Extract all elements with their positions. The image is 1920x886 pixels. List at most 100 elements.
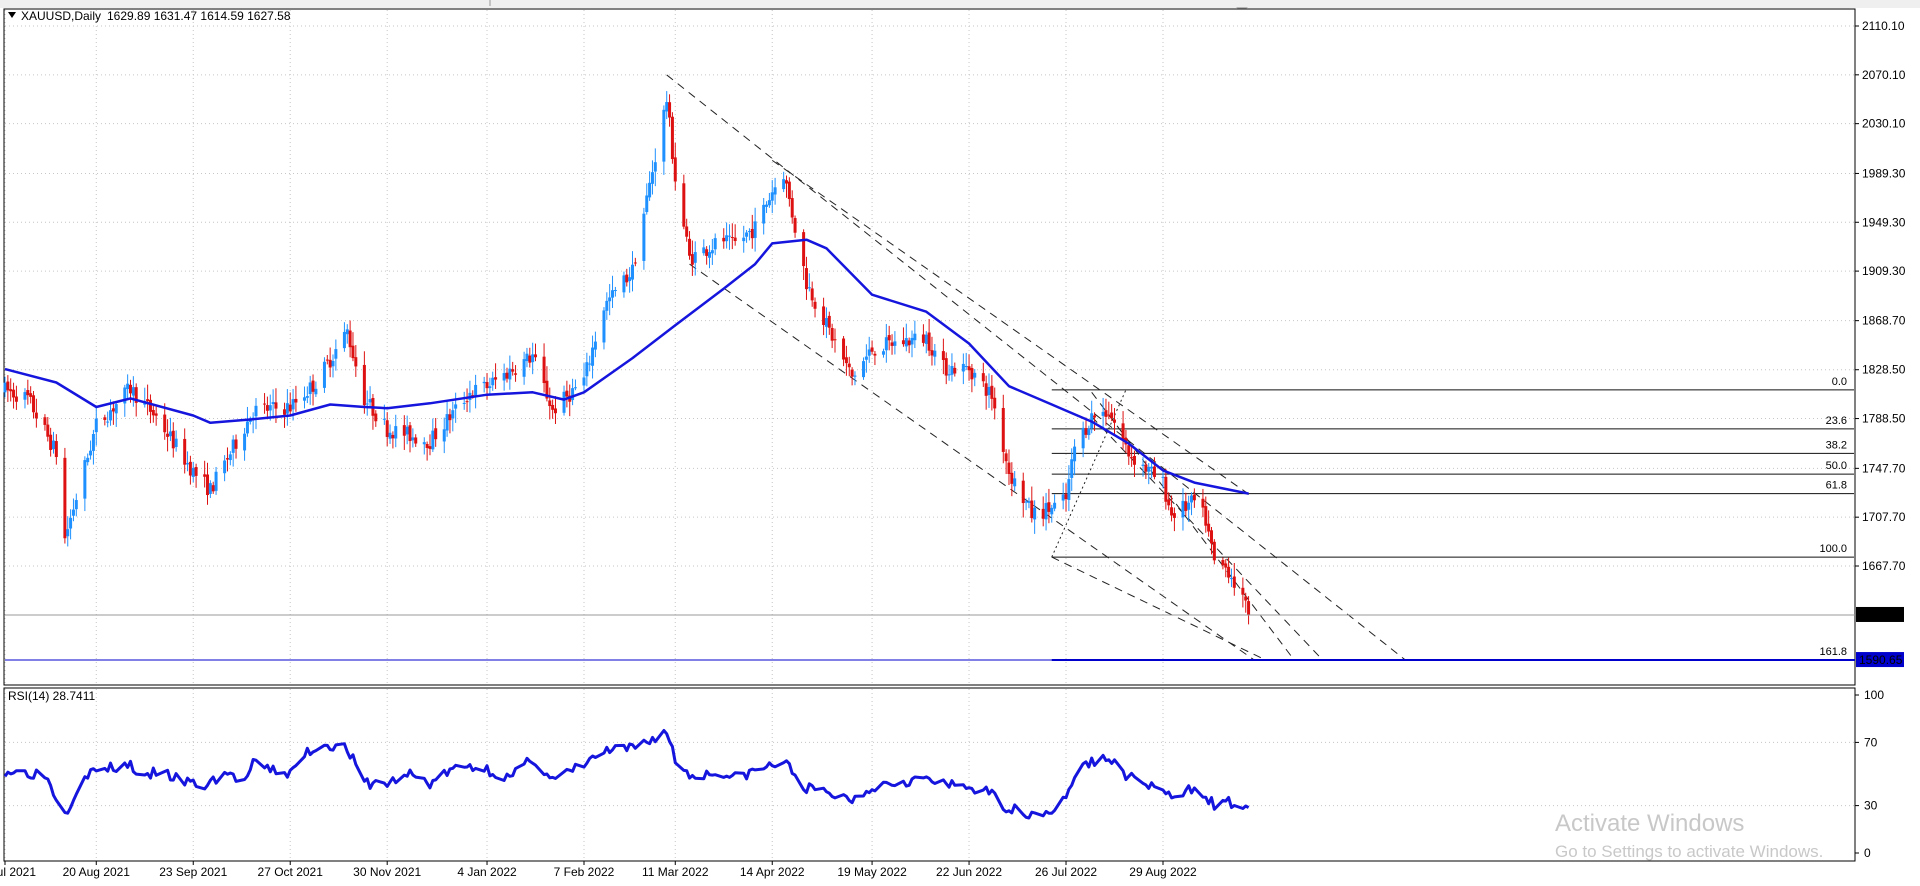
candle-body <box>348 330 352 348</box>
candle-body <box>953 367 957 374</box>
candle-body <box>762 204 766 224</box>
trend-line[interactable] <box>1051 389 1127 558</box>
candle-body <box>428 446 432 449</box>
candle-body <box>148 399 152 412</box>
candle-body <box>126 383 130 390</box>
candle-body <box>134 387 138 403</box>
candle-body <box>1204 506 1208 526</box>
candle-body <box>163 414 167 433</box>
price-tick-label: 1989.30 <box>1862 166 1906 180</box>
candle-body <box>402 425 406 436</box>
time-tick-label: 19 Jul 2021 <box>0 865 36 879</box>
candle-body <box>91 433 95 451</box>
candle-body <box>488 386 492 389</box>
candle-body <box>334 349 338 359</box>
candle-body <box>382 418 386 420</box>
candle-body <box>1190 495 1194 503</box>
candle-body <box>325 359 329 361</box>
time-tick-label: 23 Sep 2021 <box>159 865 227 879</box>
candle-body <box>1232 576 1236 588</box>
candle-body <box>790 198 794 218</box>
fib-level-label: 100.0 <box>1819 543 1847 555</box>
candle-body <box>374 413 378 422</box>
candle-body <box>713 238 717 250</box>
candle-body <box>707 252 711 258</box>
candle-body <box>1073 446 1077 462</box>
activate-windows-title: Activate Windows <box>1555 810 1744 837</box>
candle-body <box>203 474 207 477</box>
trend-line[interactable] <box>1051 556 1266 661</box>
time-axis[interactable]: 19 Jul 2021 20 Aug 2021 23 Sep 2021 27 Oct … <box>0 861 1197 879</box>
candle-body <box>511 369 515 372</box>
candle-body <box>425 443 429 448</box>
candle-body <box>1110 412 1114 419</box>
candle-body <box>168 431 172 437</box>
trend-line[interactable] <box>689 263 1255 661</box>
candle-body <box>54 441 58 458</box>
candle-body <box>6 381 10 391</box>
candle-body <box>502 373 506 381</box>
candle-body <box>1150 466 1154 469</box>
candle-body <box>773 187 777 195</box>
candle-body <box>862 361 866 378</box>
price-tick-label: 1747.70 <box>1862 461 1906 475</box>
candle-body <box>964 366 968 368</box>
candle-body <box>690 254 694 265</box>
support-line[interactable]: 1590.65 1627.58 <box>5 606 1904 668</box>
candle-body <box>562 391 566 413</box>
candle-body <box>802 232 806 267</box>
candle-body <box>29 393 33 397</box>
candle-body <box>74 500 78 510</box>
candle-body <box>131 387 135 396</box>
candle-body <box>485 382 489 389</box>
candle-body <box>613 290 617 292</box>
price-tick-label: 2110.10 <box>1862 19 1905 33</box>
candle-body <box>362 364 366 406</box>
candle-body <box>993 397 997 409</box>
candle-body <box>750 228 754 239</box>
candle-body <box>305 396 309 398</box>
candle-body <box>827 315 831 328</box>
candle-body <box>1121 423 1125 441</box>
candle-body <box>1132 455 1136 465</box>
candle-body <box>422 442 426 445</box>
candle-body <box>571 388 575 401</box>
candle-body <box>1130 457 1134 459</box>
candle-body <box>804 268 808 290</box>
rsi-pane[interactable] <box>3 687 1856 862</box>
price-tick-label: 1707.70 <box>1862 510 1906 524</box>
candle-body <box>106 421 110 423</box>
candle-body <box>733 237 737 242</box>
trend-channel-lines[interactable] <box>666 74 1406 661</box>
candle-body <box>770 192 774 201</box>
symbol-label: XAUUSD,Daily <box>21 9 101 23</box>
time-tick-label: 11 Mar 2022 <box>642 865 709 879</box>
candle-body <box>930 350 934 356</box>
candle-body <box>702 247 706 254</box>
candle-body <box>342 331 346 349</box>
price-tick-label: 1667.70 <box>1862 559 1906 573</box>
candle-body <box>231 439 235 453</box>
candle-body <box>650 172 654 184</box>
candle-body <box>243 433 247 451</box>
candle-body <box>807 287 811 289</box>
collapse-triangle-icon[interactable] <box>8 12 16 18</box>
candle-body <box>947 374 951 376</box>
price-tick-label: 1828.50 <box>1862 363 1906 377</box>
price-axis[interactable]: 2110.10 2070.10 2030.10 1989.30 1949.30 1909.… <box>1855 19 1906 573</box>
candlestick-series <box>3 91 1251 625</box>
candle-body <box>1221 560 1225 566</box>
candle-body <box>1004 453 1008 462</box>
candle-body <box>611 290 615 298</box>
candle-body <box>328 359 332 368</box>
candle-body <box>388 432 392 439</box>
candle-body <box>693 252 697 263</box>
candle-body <box>1164 476 1168 502</box>
candle-body <box>405 426 409 435</box>
candle-body <box>345 329 349 335</box>
rsi-tick-label: 70 <box>1864 735 1878 749</box>
time-tick-label: 20 Aug 2021 <box>63 865 131 879</box>
candle-body <box>1170 507 1174 516</box>
rsi-header: RSI(14) 28.7411 <box>8 689 95 703</box>
